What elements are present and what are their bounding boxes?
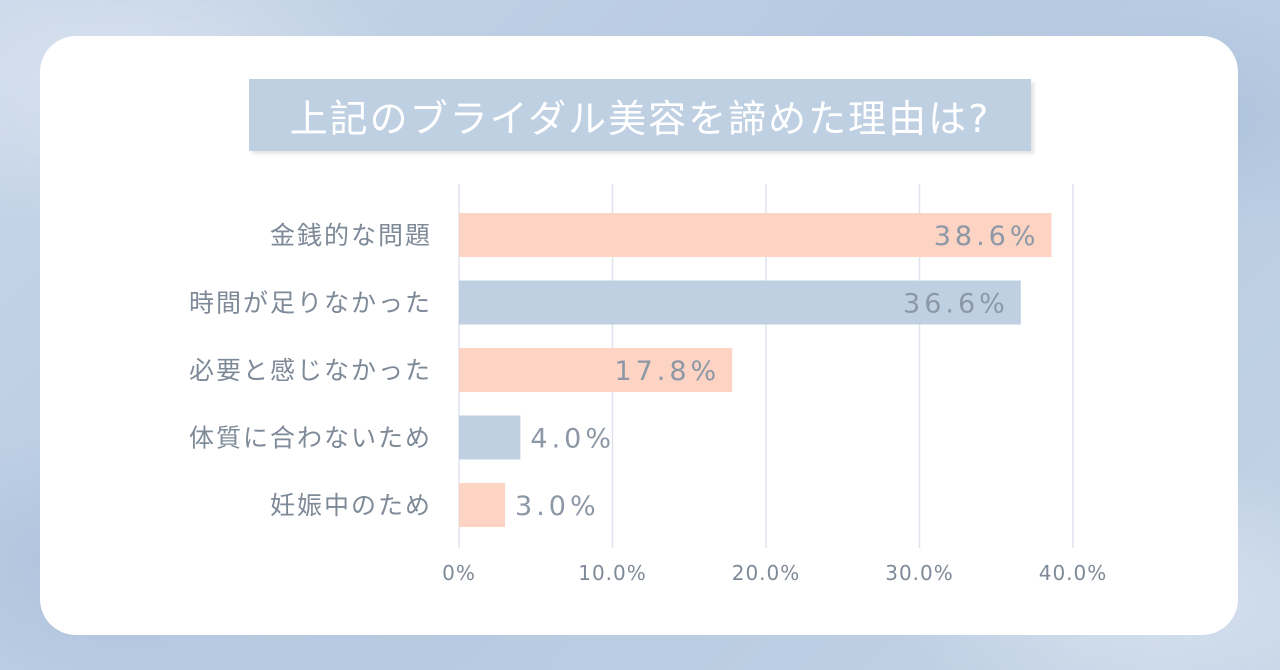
value-label: 17.8%: [614, 356, 720, 387]
category-label: 金銭的な問題: [270, 221, 432, 250]
category-label: 体質に合わないため: [189, 424, 432, 453]
category-label: 必要と感じなかった: [189, 356, 432, 385]
value-label: 3.0%: [515, 491, 600, 522]
bar: [459, 348, 733, 392]
x-tick-label: 40.0%: [1039, 561, 1108, 585]
bar: [459, 415, 521, 460]
x-tick-label: 20.0%: [732, 561, 801, 585]
bar: [459, 280, 1021, 325]
title-banner: 上記のブライダル美容を諦めた理由は?: [249, 79, 1031, 151]
bar: [459, 213, 1052, 257]
value-label: 38.6%: [934, 221, 1040, 252]
x-tick-label: 0%: [442, 561, 476, 585]
x-tick-label: 10.0%: [578, 561, 647, 585]
x-tick-label: 30.0%: [885, 561, 954, 585]
value-label: 36.6%: [903, 289, 1009, 320]
category-label: 時間が足りなかった: [189, 289, 432, 318]
chart-title: 上記のブライダル美容を諦めた理由は?: [289, 96, 991, 141]
category-label: 妊娠中のため: [270, 491, 432, 520]
bar: [459, 483, 506, 527]
value-label: 4.0%: [530, 424, 615, 455]
